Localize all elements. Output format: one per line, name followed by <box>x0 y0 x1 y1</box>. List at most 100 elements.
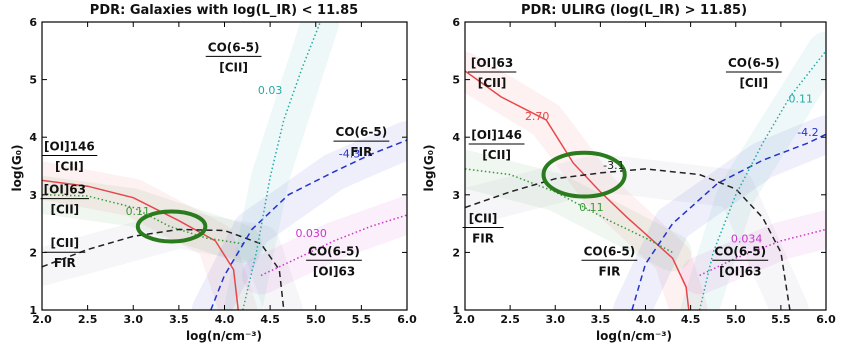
y-tick-label: 5 <box>452 74 460 87</box>
line-ratio-label: [CII] FIR <box>44 236 86 270</box>
x-tick-label: 3.5 <box>591 313 611 326</box>
ratio-denominator: [CII] <box>55 159 84 173</box>
uncertainty-band <box>42 161 258 310</box>
x-tick-label: 5.0 <box>726 313 746 326</box>
x-axis-label: log(n/cm⁻³) <box>596 329 672 343</box>
series-line <box>465 168 791 310</box>
contour-value-label: 0.11 <box>788 93 813 106</box>
ratio-denominator: [OI]63 <box>313 264 355 278</box>
contour-value-label: 0.034 <box>731 233 763 246</box>
y-tick-label: 2 <box>29 246 37 259</box>
ratio-denominator: [CII] <box>739 76 768 90</box>
ratio-denominator: FIR <box>54 256 76 270</box>
line-ratio-label: [OI]146 [CII] <box>468 128 525 162</box>
left-panel: PDR: Galaxies with log(L_IR) < 11.85 log… <box>10 3 417 343</box>
series-line <box>42 228 285 310</box>
chart-title: PDR: ULIRG (log(L_IR) > 11.85) <box>521 3 747 18</box>
contour-value-label: 0.03 <box>258 84 283 97</box>
ratio-numerator: [OI]63 <box>471 56 513 70</box>
y-tick-label: 1 <box>452 304 460 317</box>
x-tick-label: 3.0 <box>124 313 144 326</box>
x-tick-label: 4.0 <box>636 313 656 326</box>
ratio-numerator: [OI]146 <box>44 139 95 153</box>
y-axis-label: log(G₀) <box>422 144 436 191</box>
ratio-numerator: CO(6-5) <box>714 244 766 258</box>
x-tick-label: 5.5 <box>771 313 791 326</box>
ratio-numerator: [CII] <box>50 236 79 250</box>
y-tick-label: 4 <box>29 131 37 144</box>
x-tick-label: 2.0 <box>455 313 475 326</box>
ratio-denominator: [OI]63 <box>719 264 761 278</box>
uncertainty-band <box>191 121 407 310</box>
x-tick-label: 2.0 <box>32 313 52 326</box>
ratio-numerator: [OI]146 <box>471 128 522 142</box>
line-ratio-label: CO(6-5) [OI]63 <box>306 244 362 278</box>
ratio-numerator: CO(6-5) <box>208 40 260 54</box>
contour-value-label: 2.70 <box>525 110 550 123</box>
y-tick-label: 3 <box>29 189 37 202</box>
ratio-denominator: FIR <box>350 145 372 159</box>
x-tick-label: 4.0 <box>215 313 235 326</box>
ratio-denominator: FIR <box>472 231 494 245</box>
y-tick-label: 5 <box>29 74 37 87</box>
series-line <box>42 179 239 310</box>
series-line <box>42 194 243 245</box>
highlight-ellipse <box>541 150 627 199</box>
y-tick-label: 2 <box>452 246 460 259</box>
x-tick-label: 6.0 <box>816 313 836 326</box>
ratio-denominator: [CII] <box>50 203 79 217</box>
x-axis-label: log(n/cm⁻³) <box>186 329 262 343</box>
y-tick-label: 4 <box>452 131 460 144</box>
x-tick-label: 3.5 <box>169 313 189 326</box>
line-ratio-label: [OI]146 [CII] <box>41 139 98 173</box>
uncertainty-band <box>613 115 826 310</box>
ratio-numerator: [OI]63 <box>44 183 86 197</box>
series-line <box>698 50 826 310</box>
ratio-denominator: FIR <box>598 264 620 278</box>
x-tick-label: 5.5 <box>352 313 372 326</box>
y-tick-label: 6 <box>452 16 460 29</box>
contour-value-label: 0.030 <box>295 227 327 240</box>
line-ratio-label: [OI]63 [CII] <box>40 183 90 217</box>
chart-title: PDR: Galaxies with log(L_IR) < 11.85 <box>90 3 358 18</box>
ratio-denominator: [CII] <box>478 76 507 90</box>
line-ratio-label: CO(6-5) [CII] <box>725 56 782 90</box>
x-tick-label: 5.0 <box>306 313 326 326</box>
uncertainty-band <box>223 22 340 310</box>
ratio-numerator: CO(6-5) <box>336 125 388 139</box>
contour-value-label: 0.11 <box>579 201 604 214</box>
x-tick-label: 2.5 <box>500 313 520 326</box>
contour-value-label: 0.11 <box>126 205 151 218</box>
highlight-ellipse <box>135 209 208 244</box>
ratio-numerator: CO(6-5) <box>728 56 780 70</box>
series-line <box>210 139 407 310</box>
series-line <box>465 70 690 310</box>
y-tick-label: 1 <box>29 304 37 317</box>
x-tick-label: 6.0 <box>397 313 417 326</box>
ratio-numerator: CO(6-5) <box>584 244 636 258</box>
uncertainty-band <box>42 210 303 310</box>
line-ratio-label: CO(6-5) [OI]63 <box>712 244 769 278</box>
x-tick-label: 4.5 <box>681 313 701 326</box>
line-ratio-label: CO(6-5) [CII] <box>205 40 262 74</box>
uncertainty-band <box>465 153 809 310</box>
contour-value-label: -3.1 <box>603 159 624 172</box>
series-line <box>260 214 407 277</box>
series-line <box>699 228 826 277</box>
plot-area <box>465 31 826 310</box>
right-panel: PDR: ULIRG (log(L_IR) > 11.85) log(n/cm⁻… <box>422 3 836 343</box>
line-ratio-label: [CII] FIR <box>462 211 504 245</box>
line-ratio-label: CO(6-5) FIR <box>581 244 638 278</box>
x-tick-label: 4.5 <box>260 313 280 326</box>
y-tick-label: 6 <box>29 16 37 29</box>
series-line <box>465 168 673 254</box>
ratio-numerator: CO(6-5) <box>308 244 360 258</box>
contour-value-label: -4.3 <box>339 147 360 160</box>
ratio-numerator: [CII] <box>469 211 498 225</box>
line-ratio-label: [OI]63 [CII] <box>467 56 517 90</box>
series-line <box>242 22 321 310</box>
y-axis-label: log(G₀) <box>10 144 24 191</box>
ratio-denominator: [CII] <box>219 60 248 74</box>
ratio-denominator: [CII] <box>482 148 511 162</box>
